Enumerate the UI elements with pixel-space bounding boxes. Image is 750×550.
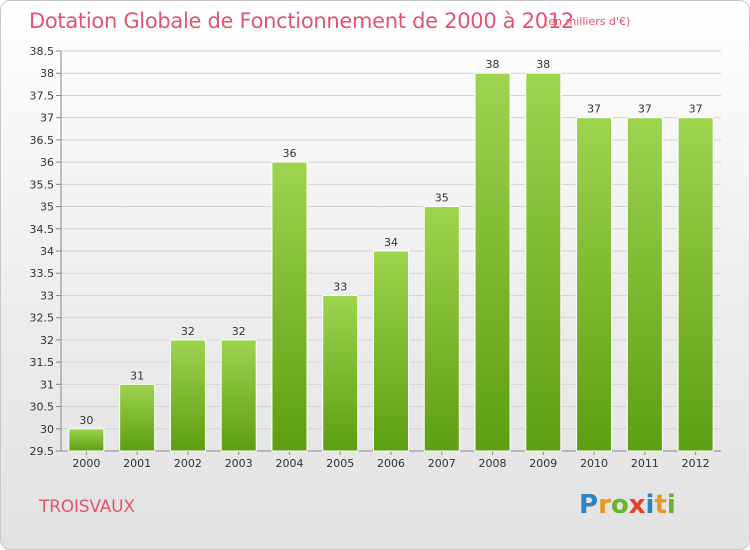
data-label: 37: [689, 103, 703, 116]
y-tick-label: 36.5: [30, 134, 55, 147]
y-tick-label: 36: [40, 156, 54, 169]
bar: [372, 250, 410, 452]
data-label: 33: [333, 280, 347, 293]
y-tick-label: 33: [40, 289, 54, 302]
x-tick-label: 2001: [123, 457, 151, 470]
bar: [525, 72, 562, 452]
data-labels: 30 31 32 32 36 33 34 35 38 38 37 37 37: [79, 58, 702, 427]
bar: [119, 383, 156, 452]
bar: [220, 339, 257, 452]
bar: [322, 294, 359, 452]
x-tick-label: 2006: [377, 457, 405, 470]
proxiti-logo: Proxiti: [579, 490, 676, 520]
data-label: 38: [486, 58, 500, 71]
commune-name: TROISVAUX: [39, 497, 135, 517]
bar: [677, 117, 714, 452]
logo-letter: P: [579, 490, 599, 520]
logo-letter: r: [598, 490, 611, 520]
logo-letter: t: [654, 490, 667, 520]
x-tick-label: 2011: [631, 457, 659, 470]
data-label: 38: [536, 58, 550, 71]
y-tick-label: 32.5: [30, 312, 55, 325]
data-label: 37: [587, 103, 601, 116]
y-tick-label: 34: [40, 245, 54, 258]
y-tick-label: 31.5: [30, 356, 55, 369]
logo-letter: i: [666, 490, 676, 520]
y-tick-label: 29.5: [30, 445, 55, 458]
bar: [474, 72, 511, 452]
y-tick-label: 37.5: [30, 89, 55, 102]
data-label: 31: [130, 369, 144, 382]
data-label: 30: [79, 414, 93, 427]
logo-letter: x: [628, 490, 646, 520]
x-tick-label: 2002: [174, 457, 202, 470]
y-tick-label: 38.5: [30, 45, 55, 58]
logo-letter: o: [610, 490, 629, 520]
y-tick-label: 38: [40, 67, 54, 80]
bar: [271, 161, 308, 452]
y-tick-label: 37: [40, 112, 54, 125]
chart-subtitle: (en milliers d'€): [544, 15, 631, 28]
x-tick-label: 2009: [529, 457, 557, 470]
x-tick-label: 2003: [225, 457, 253, 470]
y-tick-label: 35: [40, 201, 54, 214]
y-tick-label: 30: [40, 423, 54, 436]
y-tick-label: 30.5: [30, 401, 55, 414]
y-tick-label: 35.5: [30, 178, 55, 191]
x-tick-label: 2012: [682, 457, 710, 470]
y-tick-label: 34.5: [30, 223, 55, 236]
bar: [576, 117, 613, 452]
bar: [423, 206, 460, 452]
x-tick-label: 2007: [428, 457, 456, 470]
data-label: 32: [232, 325, 246, 338]
data-label: 35: [435, 192, 449, 205]
x-tick-label: 2005: [326, 457, 354, 470]
bar: [626, 117, 663, 452]
x-tick-label: 2008: [479, 457, 507, 470]
data-label: 32: [181, 325, 195, 338]
y-tick-label: 31: [40, 378, 54, 391]
bar: [68, 428, 105, 452]
x-tick-label: 2004: [275, 457, 303, 470]
x-tick-label: 2010: [580, 457, 608, 470]
y-tick-label: 32: [40, 334, 54, 347]
bars: [68, 72, 714, 452]
y-tick-label: 33.5: [30, 267, 55, 280]
x-tick-label: 2000: [72, 457, 100, 470]
data-label: 37: [638, 103, 652, 116]
chart-title: Dotation Globale de Fonctionnement de 20…: [29, 9, 574, 33]
data-label: 34: [384, 236, 398, 249]
axes: 29.5 30 30.5 31 31.5 32 32.5 33 33.5 34 34.5 35 35.5…: [30, 45, 721, 470]
logo-letter: i: [645, 490, 655, 520]
data-label: 36: [282, 147, 296, 160]
bar: [169, 339, 206, 452]
